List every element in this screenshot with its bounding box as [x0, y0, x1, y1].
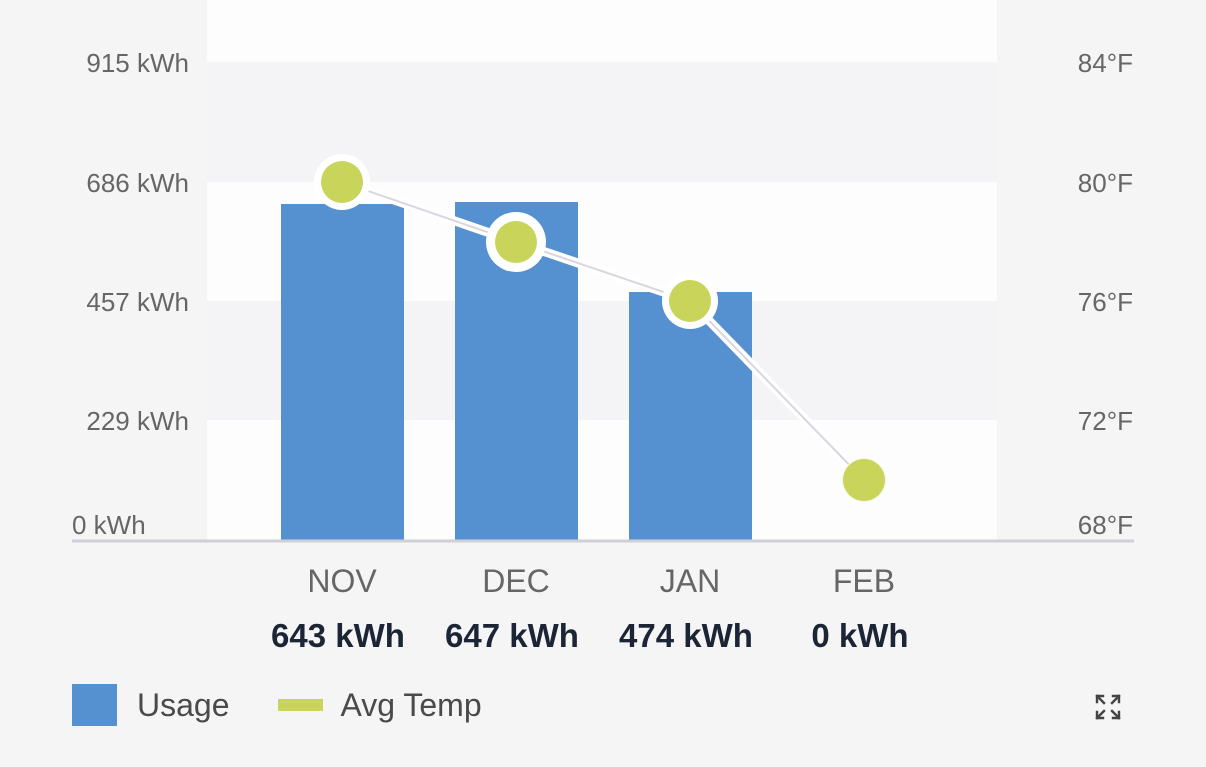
month-label: FEB	[833, 563, 895, 599]
temp-point-jan[interactable]	[669, 280, 711, 322]
right-axis-tick: 80°F	[1078, 168, 1133, 198]
expand-arrows-icon	[1095, 694, 1121, 720]
temp-point-feb[interactable]	[843, 459, 885, 501]
month-usage-value: 474 kWh	[619, 617, 753, 654]
avg-temp-swatch-icon	[277, 699, 323, 711]
month-label: DEC	[482, 563, 550, 599]
right-axis-tick: 76°F	[1078, 287, 1133, 317]
right-axis-tick: 68°F	[1078, 510, 1133, 540]
expand-button[interactable]	[1094, 693, 1122, 721]
month-label: JAN	[660, 563, 720, 599]
legend-label-usage: Usage	[137, 686, 230, 723]
usage-temp-chart: 915 kWh 686 kWh 457 kWh 229 kWh 0 kWh 84…	[72, 48, 1134, 654]
right-axis-tick: 72°F	[1078, 406, 1133, 436]
temp-point-nov[interactable]	[321, 161, 363, 203]
chart-legend: Usage Avg Temp	[72, 684, 530, 726]
month-label: NOV	[307, 563, 377, 599]
right-axis: 84°F 80°F 76°F 72°F 68°F	[1078, 48, 1133, 540]
left-axis-tick: 229 kWh	[86, 406, 189, 436]
legend-item-usage[interactable]: Usage	[72, 684, 230, 726]
legend-label-avg-temp: Avg Temp	[340, 686, 482, 723]
legend-item-avg-temp[interactable]: Avg Temp	[277, 686, 482, 724]
left-axis-tick: 915 kWh	[86, 48, 189, 78]
left-axis: 915 kWh 686 kWh 457 kWh 229 kWh 0 kWh	[72, 48, 189, 540]
x-axis-labels: NOV DEC JAN FEB 643 kWh 647 kWh 474 kWh …	[271, 563, 909, 654]
month-usage-value: 647 kWh	[445, 617, 579, 654]
left-axis-tick: 0 kWh	[72, 510, 146, 540]
bar-jan[interactable]	[629, 292, 752, 540]
month-usage-value: 0 kWh	[811, 617, 908, 654]
month-usage-value: 643 kWh	[271, 617, 405, 654]
left-axis-tick: 686 kWh	[86, 168, 189, 198]
temp-point-dec[interactable]	[495, 221, 537, 263]
left-axis-tick: 457 kWh	[86, 287, 189, 317]
avg-temp-line	[314, 154, 886, 502]
usage-swatch-icon	[72, 684, 117, 726]
right-axis-tick: 84°F	[1078, 48, 1133, 78]
bar-nov[interactable]	[281, 204, 404, 540]
